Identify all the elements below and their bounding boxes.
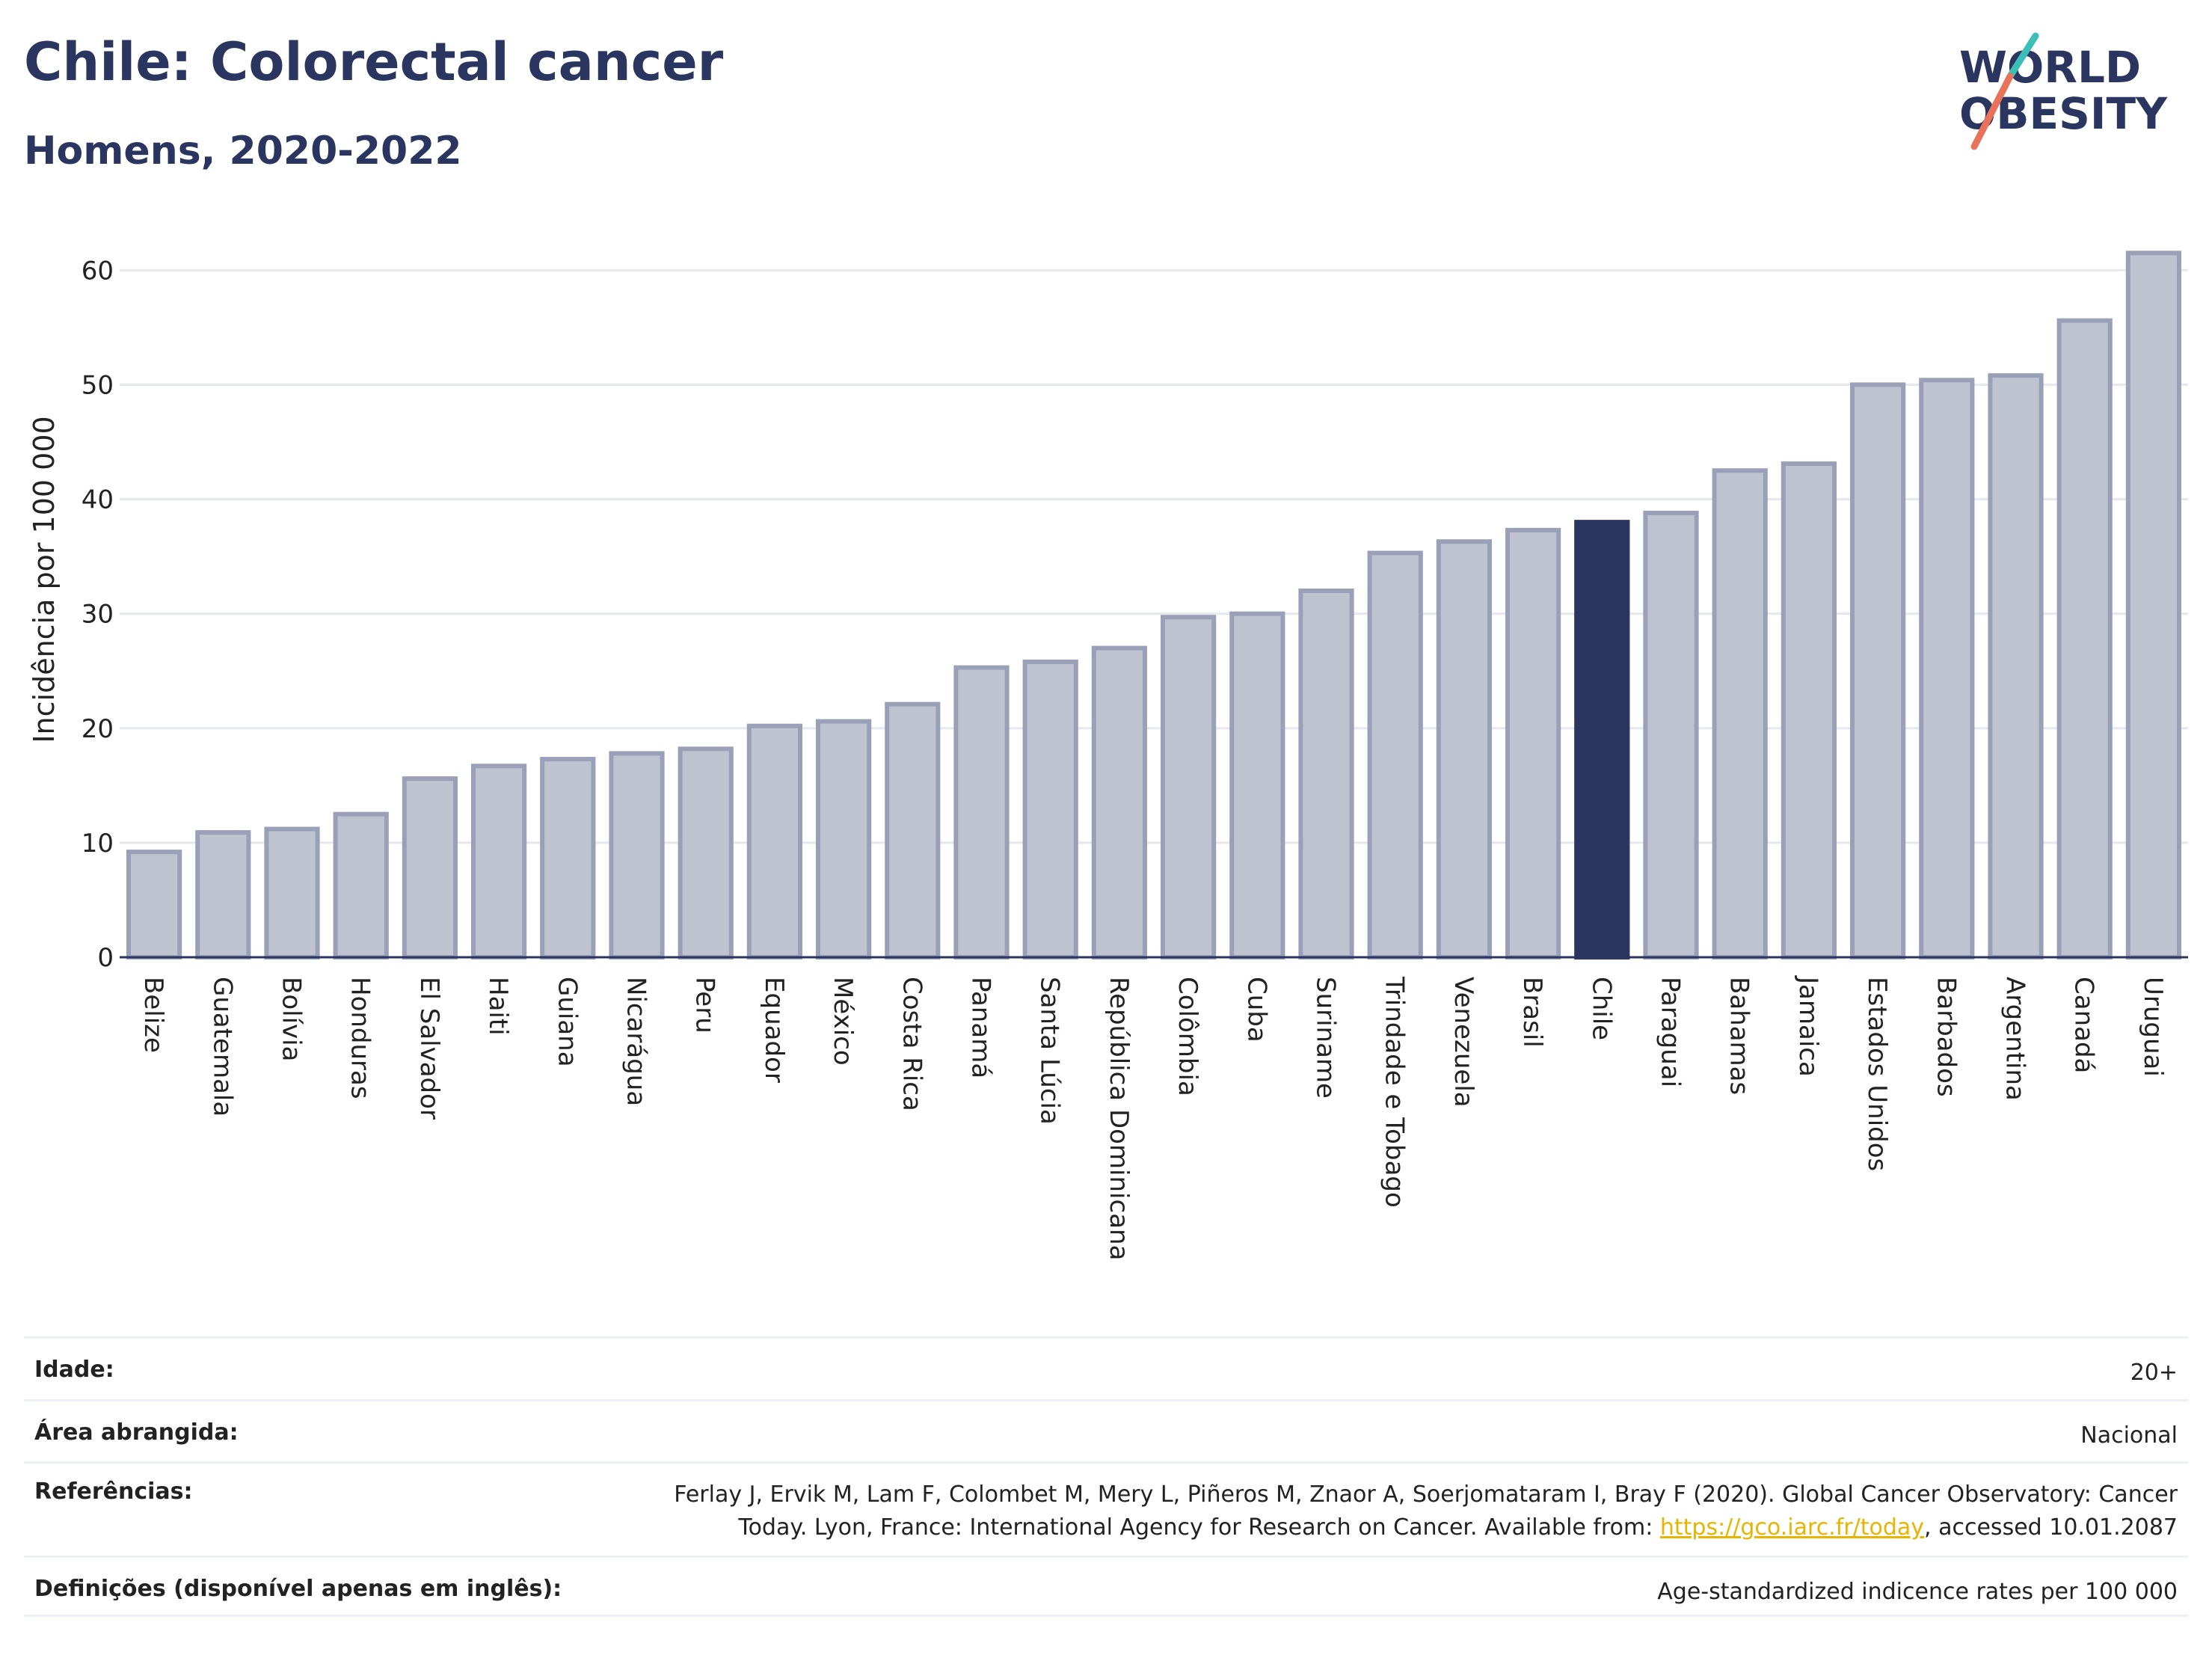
info-value-references: Ferlay J, Ervik M, Lam F, Colombet M, Me… — [674, 1479, 2178, 1544]
bar-chile — [1574, 520, 1630, 959]
bar-cuba — [1229, 611, 1285, 959]
x-tick-label: Panamá — [966, 977, 996, 1078]
x-tick-label: Suriname — [1311, 977, 1341, 1099]
x-tick-label: Equador — [759, 977, 789, 1083]
bar-estados-unidos — [1849, 382, 1906, 959]
y-tick-label: 20 — [82, 714, 114, 744]
info-value-area: Nacional — [2080, 1422, 2178, 1449]
y-axis-title: Incidência por 100 000 — [28, 416, 61, 743]
logo-line1: WORLD — [1959, 42, 2141, 93]
bar-méxico — [815, 719, 872, 959]
x-tick-label: Honduras — [345, 977, 375, 1099]
x-tick-label: Bolívia — [277, 977, 307, 1061]
x-tick-label: Argentina — [2000, 977, 2030, 1101]
x-tick-label: El Salvador — [414, 977, 444, 1120]
x-tick-label: Colômbia — [1173, 977, 1202, 1096]
info-row-age: Idade: 20+ — [24, 1336, 2188, 1399]
x-tick-label: Paraguai — [1656, 977, 1686, 1087]
reference-line-1: Ferlay J, Ervik M, Lam F, Colombet M, Me… — [674, 1481, 2178, 1508]
x-tick-label: Bahamas — [1724, 977, 1754, 1095]
world-obesity-logo: WORLD OBESITY — [1959, 32, 2168, 150]
x-tick-label: Guatemala — [207, 977, 237, 1117]
x-tick-label: Nicarágua — [621, 977, 651, 1106]
reference-line-2: Today. Lyon, France: International Agenc… — [738, 1514, 1660, 1541]
bar-peru — [678, 746, 734, 959]
info-key-definitions: Definições (disponível apenas em inglês)… — [34, 1576, 562, 1602]
bar-haiti — [470, 764, 527, 959]
info-key-area: Área abrangida: — [34, 1419, 239, 1446]
bar-brasil — [1505, 527, 1561, 959]
x-tick-label: Belize — [138, 977, 168, 1053]
bar-jamaica — [1781, 461, 1837, 959]
x-tick-label: Guiana — [552, 977, 582, 1067]
y-tick-label: 30 — [82, 600, 114, 630]
bar-barbados — [1919, 378, 1975, 959]
bar-trindade-e-tobago — [1367, 550, 1423, 959]
bar-el-salvador — [402, 776, 458, 959]
chart-title: Chile: Colorectal cancer — [24, 31, 724, 93]
bar-honduras — [333, 811, 389, 959]
bar-suriname — [1298, 589, 1354, 959]
x-tick-label: Cuba — [1241, 977, 1271, 1043]
x-tick-label: Estados Unidos — [1862, 977, 1892, 1171]
info-value-age: 20+ — [2130, 1360, 2178, 1386]
bar-república-dominicana — [1091, 645, 1148, 959]
bar-santa-lúcia — [1022, 659, 1078, 959]
y-tick-label: 10 — [82, 829, 114, 859]
bar-uruguai — [2125, 251, 2182, 959]
bar-colômbia — [1160, 615, 1217, 959]
chart-subtitle: Homens, 2020-2022 — [24, 129, 462, 174]
x-tick-label: Brasil — [1517, 977, 1547, 1048]
x-tick-label: Chile — [1586, 977, 1616, 1040]
reference-accessed: , accessed 10.01.2087 — [1924, 1514, 2178, 1541]
x-tick-label: Barbados — [1931, 977, 1961, 1097]
x-tick-label: Haiti — [483, 977, 513, 1036]
bar-argentina — [1988, 373, 2044, 959]
info-table: Idade: 20+ Área abrangida: Nacional Refe… — [24, 1336, 2188, 1617]
info-key-age: Idade: — [34, 1357, 114, 1383]
y-tick-label: 0 — [97, 943, 114, 973]
info-key-references: Referências: — [34, 1479, 193, 1505]
x-tick-label: Venezuela — [1448, 977, 1478, 1108]
x-tick-label: Peru — [690, 977, 720, 1034]
x-tick-label: República Dominicana — [1104, 977, 1134, 1260]
info-row-area: Área abrangida: Nacional — [24, 1399, 2188, 1461]
x-tick-label: Trindade e Tobago — [1380, 976, 1410, 1208]
bar-panamá — [953, 665, 1010, 959]
y-tick-label: 40 — [82, 485, 114, 515]
y-tick-label: 50 — [82, 370, 114, 400]
grid-lines — [120, 268, 2188, 844]
bar-costa-rica — [885, 701, 941, 959]
bars — [126, 251, 2182, 959]
bar-paraguai — [1643, 510, 1699, 959]
bar-venezuela — [1436, 539, 1493, 959]
y-tick-label: 60 — [82, 256, 114, 286]
axes: 0 10 20 30 40 50 60 Belize Guatemala Bolívia Hondu… — [82, 256, 2188, 1260]
bar-belize — [126, 850, 182, 959]
x-tick-label: México — [828, 977, 858, 1066]
x-tick-label: Costa Rica — [897, 977, 927, 1111]
info-value-definitions: Age-standardized indicence rates per 100… — [1657, 1579, 2178, 1605]
x-tick-label: Santa Lúcia — [1035, 977, 1065, 1125]
bar-chart: 0 10 20 30 40 50 60 Belize Guatemala Bolívia Hondu… — [28, 251, 2188, 1260]
bar-equador — [746, 723, 803, 959]
x-tick-label: Jamaica — [1793, 975, 1823, 1077]
x-tick-label: Canadá — [2069, 977, 2099, 1073]
bar-bolívia — [264, 826, 320, 959]
bar-canadá — [2056, 318, 2113, 959]
info-row-definitions: Definições (disponível apenas em inglês)… — [24, 1556, 2188, 1617]
reference-link[interactable]: https://gco.iarc.fr/today — [1659, 1514, 1925, 1541]
info-row-references: Referências: Ferlay J, Ervik M, Lam F, C… — [24, 1461, 2188, 1556]
bar-guatemala — [195, 830, 251, 959]
bar-nicarágua — [609, 751, 665, 959]
x-tick-label: Uruguai — [2138, 977, 2168, 1077]
bar-guiana — [540, 757, 596, 959]
bar-bahamas — [1712, 468, 1768, 959]
